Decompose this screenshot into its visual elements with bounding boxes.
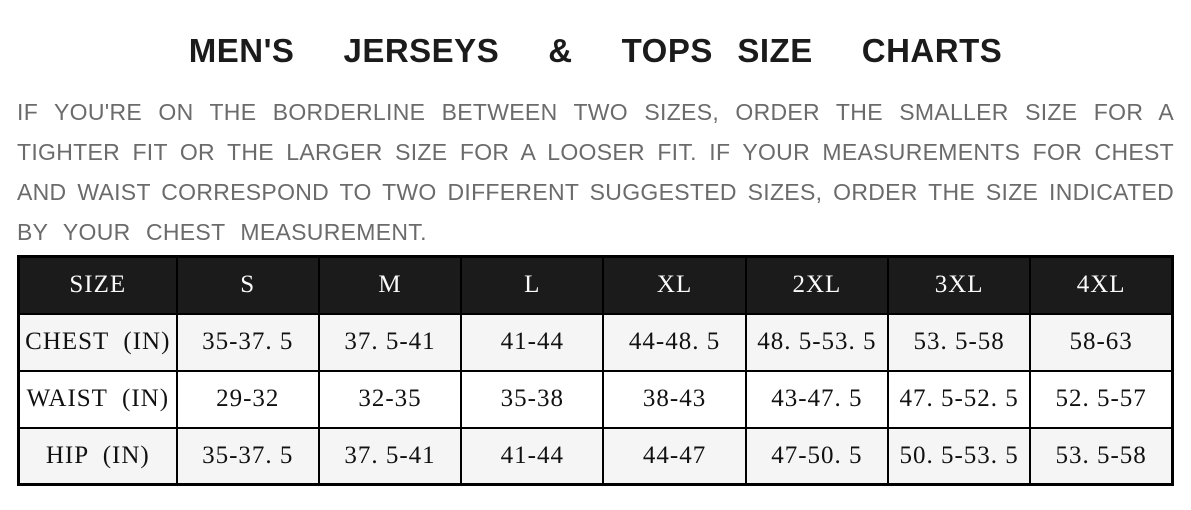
waist-value-m: 32-35 <box>317 369 463 429</box>
row-label-chest: CHEST (IN) <box>17 312 178 372</box>
table-row-waist: WAIST (IN) 29-32 32-35 35-38 38-43 43-47… <box>17 369 1174 429</box>
header-cell-m: M <box>317 255 463 315</box>
header-row: SIZE S M L XL 2XL 3XL 4XL <box>17 255 1174 315</box>
intro-line-2: TIGHTER FIT OR THE LARGER SIZE FOR A LOO… <box>17 139 1174 165</box>
intro-paragraph: IF YOU'RE ON THE BORDERLINE BETWEEN TWO … <box>17 92 1174 252</box>
hip-value-m: 37. 5-41 <box>317 426 463 486</box>
size-table-body: CHEST (IN) 35-37. 5 37. 5-41 41-44 44-48… <box>17 312 1174 486</box>
table-row-chest: CHEST (IN) 35-37. 5 37. 5-41 41-44 44-48… <box>17 312 1174 372</box>
page-title: MEN'S JERSEYS & TOPS SIZE CHARTS <box>188 32 1003 69</box>
chest-value-2xl: 48. 5-53. 5 <box>744 312 890 372</box>
header-cell-xl: XL <box>602 255 747 315</box>
hip-value-4xl: 53. 5-58 <box>1029 426 1174 486</box>
chest-value-m: 37. 5-41 <box>317 312 463 372</box>
waist-value-xl: 38-43 <box>602 369 747 429</box>
header-cell-l: L <box>460 255 605 315</box>
hip-value-2xl: 47-50. 5 <box>744 426 890 486</box>
row-label-hip: HIP (IN) <box>17 426 178 486</box>
chest-value-3xl: 53. 5-58 <box>886 312 1032 372</box>
hip-value-s: 35-37. 5 <box>175 426 320 486</box>
intro-line-1: IF YOU'RE ON THE BORDERLINE BETWEEN TWO … <box>17 99 1174 125</box>
chest-value-s: 35-37. 5 <box>175 312 320 372</box>
table-row-hip: HIP (IN) 35-37. 5 37. 5-41 41-44 44-47 4… <box>17 426 1174 486</box>
waist-value-l: 35-38 <box>460 369 605 429</box>
header-cell-2xl: 2XL <box>744 255 890 315</box>
size-chart-table: SIZE S M L XL 2XL 3XL 4XL CHEST (IN) 35-… <box>17 255 1174 486</box>
header-cell-size: SIZE <box>17 255 178 315</box>
header-cell-4xl: 4XL <box>1029 255 1174 315</box>
waist-value-2xl: 43-47. 5 <box>744 369 890 429</box>
header-cell-s: S <box>175 255 320 315</box>
waist-value-4xl: 52. 5-57 <box>1029 369 1174 429</box>
chest-value-xl: 44-48. 5 <box>602 312 747 372</box>
header-cell-3xl: 3XL <box>886 255 1032 315</box>
hip-value-xl: 44-47 <box>602 426 747 486</box>
waist-value-s: 29-32 <box>175 369 320 429</box>
hip-value-l: 41-44 <box>460 426 605 486</box>
intro-line-4: BY YOUR CHEST MEASUREMENT. <box>17 219 427 245</box>
size-table-header: SIZE S M L XL 2XL 3XL 4XL <box>17 255 1174 315</box>
hip-value-3xl: 50. 5-53. 5 <box>886 426 1032 486</box>
chest-value-4xl: 58-63 <box>1029 312 1174 372</box>
chest-value-l: 41-44 <box>460 312 605 372</box>
row-label-waist: WAIST (IN) <box>17 369 178 429</box>
waist-value-3xl: 47. 5-52. 5 <box>886 369 1032 429</box>
intro-line-3: AND WAIST CORRESPOND TO TWO DIFFERENT SU… <box>17 179 1174 205</box>
size-chart-page: MEN'S JERSEYS & TOPS SIZE CHARTS IF YOU'… <box>0 34 1191 486</box>
